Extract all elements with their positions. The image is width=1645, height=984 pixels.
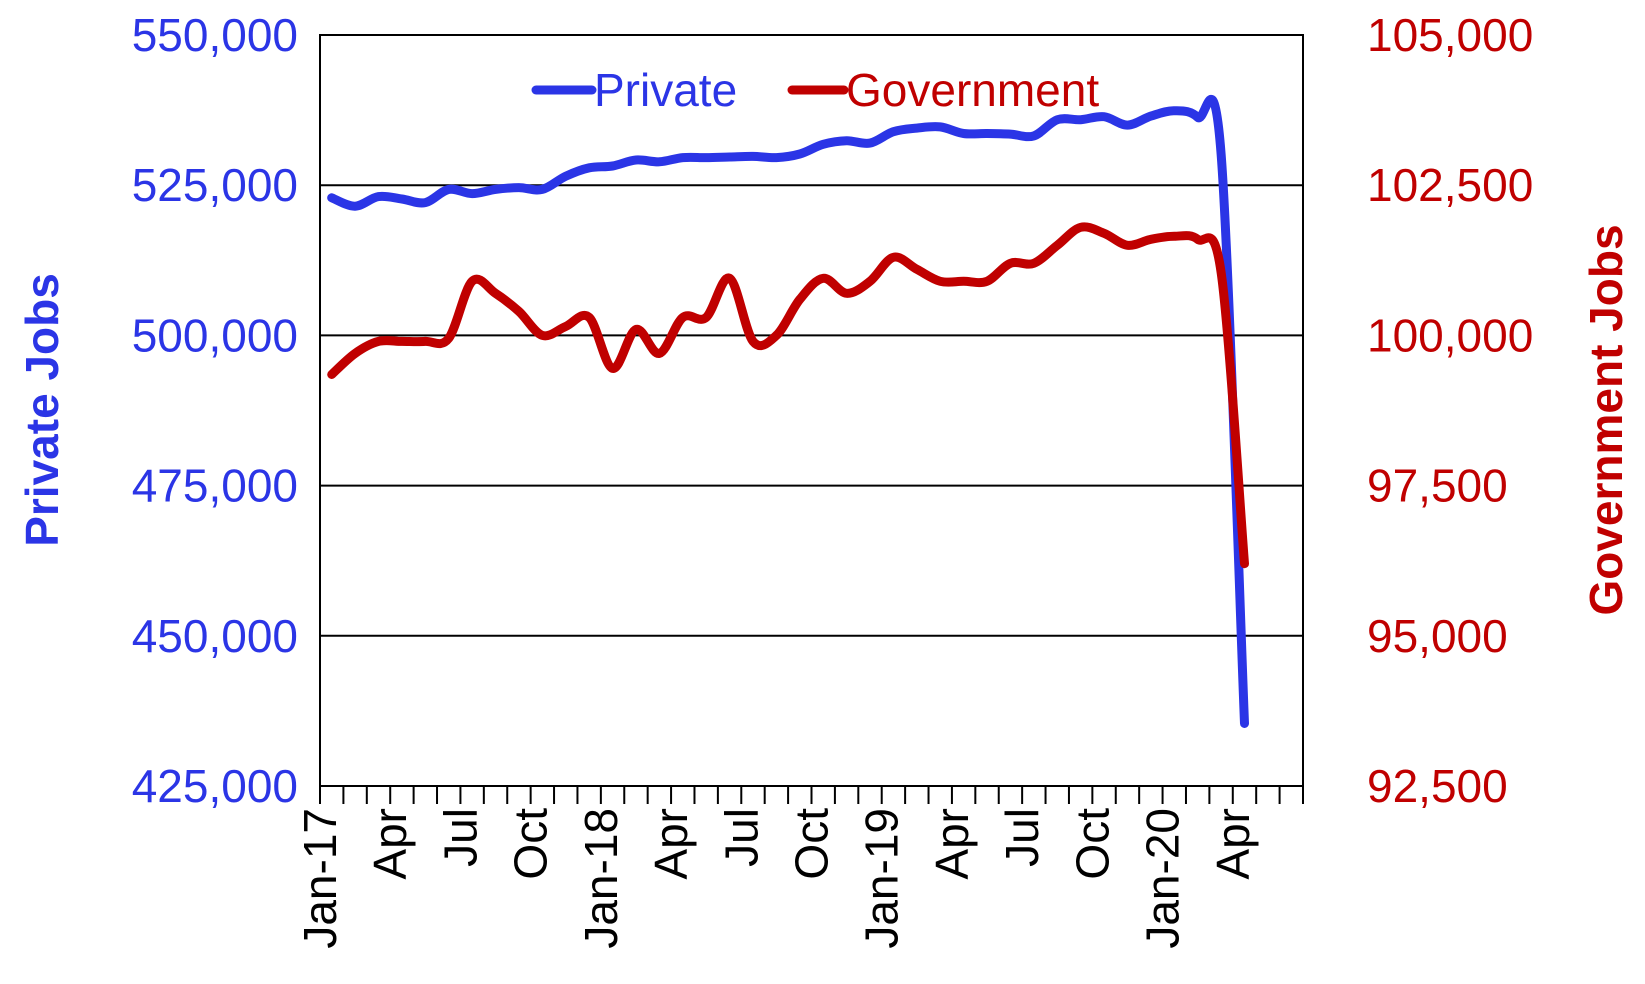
right-tick-label: 95,000 [1367,610,1508,662]
x-axis-ticks [319,786,1304,804]
x-axis-labels: Jan-17 Apr Jul Oct Jan-18 Apr Jul Oct Jan-19 Apr J… [294,808,1259,949]
x-tick-label: Jul [434,808,486,867]
series-line-government [327,222,1249,569]
left-tick-label: 550,000 [132,9,298,61]
x-tick-label: Oct [786,808,838,880]
right-tick-label: 105,000 [1367,9,1533,61]
grid-layer [320,184,1303,637]
x-tick-label: Apr [645,808,697,880]
x-tick-label: Oct [1066,808,1118,880]
left-tick-label: 475,000 [132,460,298,512]
right-tick-label: 102,500 [1367,159,1533,211]
x-tick-label: Jan-20 [1137,808,1189,949]
x-tick-label: Jul [996,808,1048,867]
series-line-private [327,94,1249,728]
left-axis: 425,000 450,000 475,000 500,000 525,000 550,0… [132,9,298,812]
x-tick-label: Apr [926,808,978,880]
right-tick-label: 100,000 [1367,309,1533,361]
legend-private-label: Private [594,64,737,116]
left-tick-label: 425,000 [132,760,298,812]
left-tick-label: 525,000 [132,159,298,211]
left-axis-title: Private Jobs [16,273,68,547]
x-tick-label: Apr [1207,808,1259,880]
legend-government-label: Government [846,64,1099,116]
left-tick-label: 450,000 [132,610,298,662]
right-axis-title: Government Jobs [1580,224,1632,615]
x-tick-label: Jan-17 [294,808,346,949]
left-tick-label: 500,000 [132,309,298,361]
x-tick-label: Oct [505,808,557,880]
x-tick-label: Jan-18 [575,808,627,949]
x-tick-label: Apr [364,808,416,880]
right-tick-label: 92,500 [1367,760,1508,812]
right-axis: 92,500 95,000 97,500 100,000 102,500 105,000 [1367,9,1533,812]
series-layer [327,94,1249,728]
legend: Private Government [531,64,1099,116]
x-tick-label: Jul [715,808,767,867]
x-tick-label: Jan-19 [856,808,908,949]
right-tick-label: 97,500 [1367,460,1508,512]
